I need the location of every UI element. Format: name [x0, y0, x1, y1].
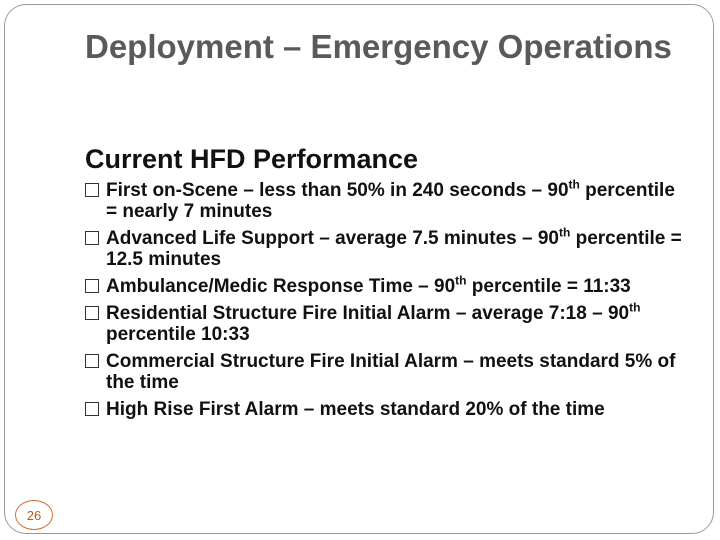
bullet-item: Advanced Life Support – average 7.5 minu…: [85, 225, 685, 270]
bullet-text: Advanced Life Support – average 7.5 minu…: [106, 225, 682, 270]
bullet-item: Residential Structure Fire Initial Alarm…: [85, 300, 685, 345]
square-bullet-icon: [85, 402, 99, 416]
bullet-item: High Rise First Alarm – meets standard 2…: [85, 399, 685, 420]
slide-title: Deployment – Emergency Operations: [85, 28, 672, 65]
bullet-item: First on-Scene – less than 50% in 240 se…: [85, 177, 685, 222]
bullet-text: Ambulance/Medic Response Time – 90th per…: [106, 273, 631, 297]
bullet-item: Commercial Structure Fire Initial Alarm …: [85, 351, 685, 393]
square-bullet-icon: [85, 279, 99, 293]
square-bullet-icon: [85, 354, 99, 368]
bullet-text: Residential Structure Fire Initial Alarm…: [106, 300, 641, 345]
square-bullet-icon: [85, 183, 99, 197]
page-number: 26: [15, 500, 53, 530]
slide-subtitle: Current HFD Performance: [85, 144, 419, 174]
square-bullet-icon: [85, 231, 99, 245]
bullet-list: First on-Scene – less than 50% in 240 se…: [85, 177, 685, 426]
bullet-text: Commercial Structure Fire Initial Alarm …: [106, 351, 676, 393]
slide-frame: Deployment – Emergency Operations Curren…: [4, 4, 714, 534]
square-bullet-icon: [85, 306, 99, 320]
bullet-text: First on-Scene – less than 50% in 240 se…: [106, 177, 675, 222]
bullet-item: Ambulance/Medic Response Time – 90th per…: [85, 273, 685, 297]
bullet-text: High Rise First Alarm – meets standard 2…: [106, 399, 605, 420]
